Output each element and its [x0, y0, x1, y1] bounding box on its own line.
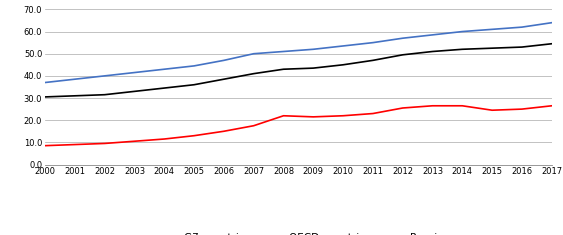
OECD countries [310, 67, 316, 70]
G7 countries [42, 81, 48, 84]
Russia [310, 115, 316, 118]
G7 countries [399, 37, 406, 40]
G7 countries [459, 30, 466, 33]
Russia [221, 130, 227, 133]
Russia [429, 104, 436, 107]
G7 countries [489, 28, 495, 31]
G7 countries [519, 26, 525, 28]
OECD countries [251, 72, 257, 75]
Line: Russia: Russia [45, 106, 552, 146]
G7 countries [548, 21, 555, 24]
G7 countries [72, 78, 78, 81]
G7 countries [369, 41, 376, 44]
OECD countries [221, 78, 227, 81]
Russia [191, 134, 198, 137]
Russia [72, 143, 78, 146]
Russia [369, 112, 376, 115]
G7 countries [221, 59, 227, 62]
G7 countries [310, 48, 316, 51]
G7 countries [339, 45, 346, 47]
G7 countries [161, 68, 168, 71]
Russia [101, 142, 108, 145]
OECD countries [161, 87, 168, 90]
Legend: G7 countries, OECD countries, Russia: G7 countries, OECD countries, Russia [149, 229, 448, 235]
OECD countries [459, 48, 466, 51]
OECD countries [191, 83, 198, 86]
G7 countries [280, 50, 287, 53]
Russia [399, 107, 406, 110]
OECD countries [369, 59, 376, 62]
G7 countries [101, 74, 108, 77]
G7 countries [131, 71, 138, 74]
OECD countries [489, 47, 495, 50]
Russia [131, 140, 138, 143]
Russia [251, 124, 257, 127]
Russia [280, 114, 287, 117]
Russia [459, 104, 466, 107]
G7 countries [429, 33, 436, 36]
OECD countries [280, 68, 287, 71]
Russia [339, 114, 346, 117]
OECD countries [131, 90, 138, 93]
Russia [161, 138, 168, 141]
OECD countries [339, 63, 346, 66]
Russia [519, 108, 525, 110]
OECD countries [72, 94, 78, 97]
Line: G7 countries: G7 countries [45, 23, 552, 82]
OECD countries [548, 42, 555, 45]
OECD countries [519, 46, 525, 48]
G7 countries [191, 64, 198, 67]
OECD countries [42, 95, 48, 98]
Russia [489, 109, 495, 112]
Line: OECD countries: OECD countries [45, 44, 552, 97]
OECD countries [101, 93, 108, 96]
Russia [548, 104, 555, 107]
G7 countries [251, 52, 257, 55]
Russia [42, 144, 48, 147]
OECD countries [399, 53, 406, 56]
OECD countries [429, 50, 436, 53]
